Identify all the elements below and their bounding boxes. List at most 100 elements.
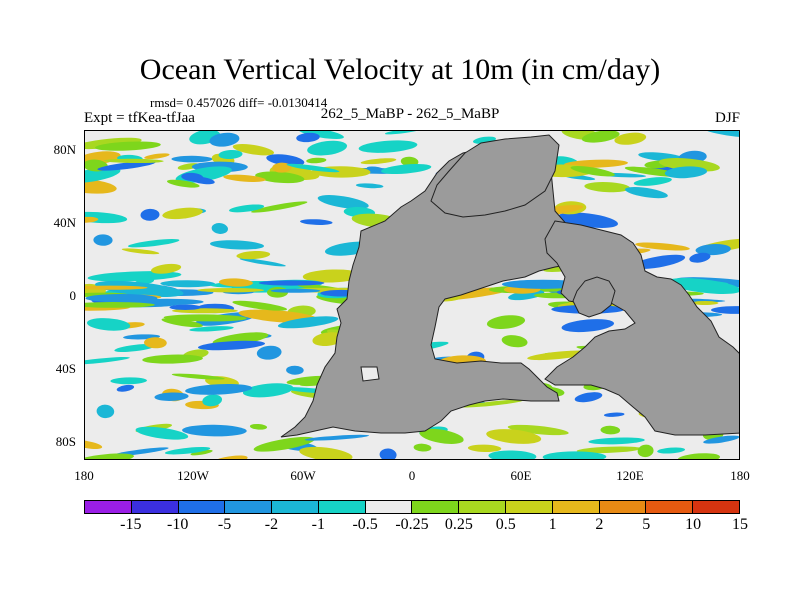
velocity-patch [249,423,268,430]
velocity-patch [85,216,99,223]
velocity-patch [317,195,369,209]
velocity-patch [154,392,189,401]
velocity-field-map [85,131,739,459]
legend-label: -15 [120,516,142,533]
velocity-patch [486,429,542,444]
legend-swatch [459,501,507,513]
velocity-patch [614,132,647,145]
lat-label-80n: 80N [53,142,76,157]
experiment-label: Expt = tfKea-tfJaa [84,110,195,126]
velocity-patch [93,234,113,246]
legend-swatch [225,501,273,513]
legend-label: -0.5 [352,516,378,533]
velocity-patch [144,337,167,349]
velocity-patch [210,455,248,459]
map-title: Ocean Vertical Velocity at 10m (in cm/da… [139,53,661,86]
velocity-patch [85,440,103,449]
velocity-patch [142,354,203,364]
velocity-patch [400,156,419,167]
velocity-patch [171,155,213,163]
experiment-name: 262_5_MaBP - 262_5_MaBP [320,106,500,122]
legend-label: 2 [595,516,604,533]
velocity-patch [300,219,333,225]
legend-label: -10 [167,516,189,533]
velocity-patch [210,240,264,250]
velocity-patch [95,141,161,151]
equatorial-patch [270,288,321,293]
velocity-patch [379,448,397,459]
velocity-patch [218,149,243,160]
velocity-patch [306,157,327,164]
velocity-patch [664,166,708,179]
velocity-patch [114,343,157,353]
velocity-patch [277,316,339,329]
velocity-patch [702,131,739,138]
velocity-patch [232,300,287,311]
legend-label: 5 [642,516,651,533]
legend-swatch [599,501,647,513]
velocity-patch [603,412,625,417]
velocity-patch [574,392,603,403]
velocity-patch [413,443,432,452]
legend-swatch [318,501,366,513]
velocity-patch [181,172,204,182]
lat-label-40n: 40N [53,215,76,230]
equatorial-patch [85,285,148,290]
velocity-patch [624,186,668,199]
legend-swatch [646,501,694,513]
velocity-patch [116,384,135,392]
equatorial-patch [711,306,739,314]
velocity-patch [703,435,739,444]
velocity-patch [633,177,672,186]
velocity-patch [677,453,721,459]
lat-label-0: 0 [69,288,77,303]
statistics-text: rmsd= 0.457026 diff= -0.0130414 [150,95,328,110]
lon-label-60e: 60E [510,468,532,483]
velocity-patch [242,383,294,398]
velocity-patch [87,271,182,282]
velocity-patch [197,340,266,351]
velocity-patch [171,373,225,380]
velocity-patch [182,424,247,437]
legend-label: 1 [548,516,557,533]
velocity-patch [695,244,731,256]
velocity-patch [564,159,628,168]
season-label: DJF [714,110,740,126]
velocity-patch [588,437,645,445]
land-masses [280,134,739,438]
velocity-patch [689,252,711,263]
velocity-patch [286,163,340,173]
velocity-patch [304,434,370,441]
velocity-patch [501,335,528,348]
velocity-patch [144,153,170,160]
lon-label-180w: 180 [74,468,94,483]
legend-label: 0.25 [444,516,473,533]
velocity-patch [229,204,265,213]
velocity-patch [637,444,654,458]
velocity-patch [635,242,690,251]
equatorial-patch [169,304,202,310]
velocity-patch [657,447,686,454]
legend-swatch [412,501,460,513]
map-plot-area [84,130,740,460]
velocity-patch [256,345,282,360]
velocity-patch [632,254,686,270]
velocity-patch [85,137,142,150]
velocity-patch [584,181,631,193]
legend-label: -5 [217,516,232,533]
velocity-patch [253,436,315,452]
equatorial-patch [85,302,155,308]
velocity-patch [85,167,121,183]
velocity-patch [161,318,203,328]
velocity-patch [223,174,266,182]
velocity-patch [251,201,308,213]
velocity-patch [507,424,569,436]
velocity-patch [527,350,591,361]
legend-swatch [131,501,179,513]
velocity-patch [561,319,615,333]
velocity-patch [239,258,286,267]
legend-label: -1 [311,516,325,533]
velocity-patch [104,158,164,164]
velocity-patch [151,263,182,274]
island-small [360,366,380,382]
